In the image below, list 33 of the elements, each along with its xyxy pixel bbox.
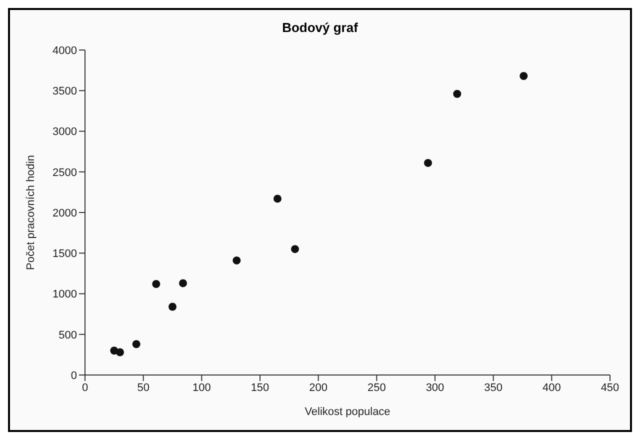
y-tick-label: 3500 xyxy=(52,86,77,98)
y-tick-label: 2000 xyxy=(52,207,77,220)
point xyxy=(179,279,187,288)
x-tick-label: 0 xyxy=(82,382,88,394)
y-tick-label: 500 xyxy=(58,329,77,342)
x-tick-label: 50 xyxy=(137,382,150,394)
y-tick-label: 4000 xyxy=(52,44,77,57)
chart-title: Bodový graf xyxy=(281,19,359,37)
point xyxy=(168,302,176,311)
x-tick-label: 250 xyxy=(367,382,386,394)
point xyxy=(274,194,282,203)
x-tick-label: 150 xyxy=(250,382,270,394)
x-tick-label: 350 xyxy=(484,382,503,394)
point xyxy=(453,90,462,98)
x-tick-label: 450 xyxy=(600,382,620,394)
point xyxy=(232,256,241,264)
point xyxy=(132,340,140,348)
y-axis-title: Počet pracovních hodin xyxy=(24,155,37,270)
x-axis-title: Velikost populace xyxy=(304,406,390,418)
x-tick-label: 200 xyxy=(309,382,328,394)
y-tick-label: 0 xyxy=(70,370,77,382)
x-tick-label: 100 xyxy=(192,382,211,394)
x-tick-label: 400 xyxy=(542,382,561,394)
point xyxy=(520,72,528,80)
y-tick-label: 2500 xyxy=(52,166,77,179)
y-tick-label: 3000 xyxy=(52,126,77,138)
point xyxy=(424,158,432,167)
point xyxy=(116,348,124,356)
y-tick-label: 1000 xyxy=(52,288,77,301)
y-tick-label: 1500 xyxy=(52,248,77,260)
point xyxy=(291,245,299,254)
point xyxy=(152,280,160,288)
x-tick-label: 300 xyxy=(426,382,444,394)
